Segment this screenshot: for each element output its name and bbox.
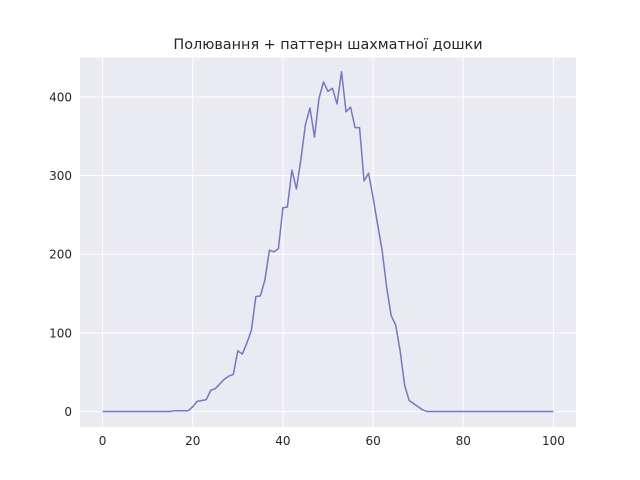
x-tick-label: 80 xyxy=(456,434,471,448)
x-tick-label: 60 xyxy=(365,434,380,448)
x-tick-label: 20 xyxy=(185,434,200,448)
x-tick-label: 40 xyxy=(275,434,290,448)
y-axis-ticks: 0 100 200 300 400 xyxy=(49,90,72,419)
x-axis-ticks: 0 20 40 60 80 100 xyxy=(99,434,565,448)
chart-title: Полювання + паттерн шахматної дошки xyxy=(173,37,482,53)
y-tick-label: 100 xyxy=(49,326,72,340)
grid-lines xyxy=(80,57,576,428)
y-tick-label: 200 xyxy=(49,248,72,262)
series-line xyxy=(102,71,554,413)
y-tick-label: 400 xyxy=(49,90,72,104)
y-tick-label: 300 xyxy=(49,169,72,183)
plot-area xyxy=(80,57,576,428)
y-tick-label: 0 xyxy=(64,405,72,419)
x-tick-label: 0 xyxy=(99,434,107,448)
x-tick-label: 100 xyxy=(542,434,565,448)
series-layer xyxy=(102,71,554,413)
